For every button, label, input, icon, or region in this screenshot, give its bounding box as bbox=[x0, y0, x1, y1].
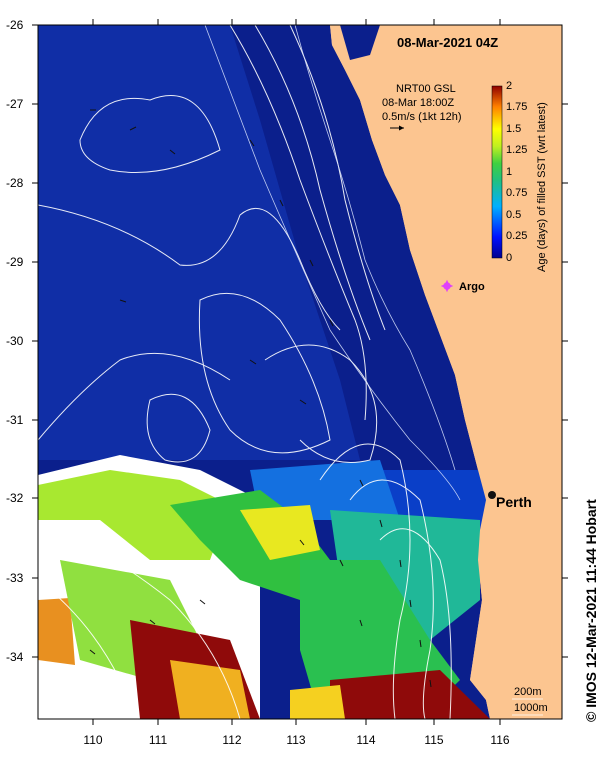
y-tick-label: -26 bbox=[6, 18, 24, 32]
age-field-darkred-2 bbox=[330, 670, 490, 719]
shark-bay-water bbox=[340, 25, 380, 60]
y-tick-label: -34 bbox=[6, 650, 24, 664]
timestamp-label: 08-Mar-2021 04Z bbox=[397, 35, 498, 50]
current-info-line1: NRT00 GSL bbox=[396, 83, 456, 95]
y-tick-label: -30 bbox=[6, 334, 24, 348]
perth-label: Perth bbox=[496, 494, 532, 510]
colorbar-ticks: 2 1.75 1.5 1.25 1 0.75 0.5 0.25 0 bbox=[506, 80, 527, 264]
argo-label: Argo bbox=[459, 281, 485, 293]
y-axis: -26 -27 -28 -29 -30 -31 -32 -33 -34 bbox=[6, 18, 568, 664]
ocean-shade bbox=[38, 25, 360, 460]
bathymetry-lines bbox=[204, 25, 461, 501]
y-tick-label: -31 bbox=[6, 413, 24, 427]
colorbar-tick: 0.25 bbox=[506, 230, 527, 242]
age-field-yellow-2 bbox=[290, 685, 345, 719]
colorbar-tick: 2 bbox=[506, 80, 512, 92]
age-field-gold bbox=[170, 660, 250, 719]
x-tick-label: 110 bbox=[83, 733, 102, 747]
x-tick-label: 111 bbox=[149, 733, 168, 747]
x-tick-label: 112 bbox=[222, 733, 241, 747]
y-tick-label: -28 bbox=[6, 176, 24, 190]
colorbar-tick: 0.5 bbox=[506, 209, 521, 221]
colorbar-title: Age (days) of filled SST (wrt latest) bbox=[536, 102, 548, 272]
colorbar-tick: 0 bbox=[506, 252, 512, 264]
scale-arrow-icon bbox=[390, 125, 404, 131]
y-tick-label: -27 bbox=[6, 97, 24, 111]
colorbar-tick: 0.75 bbox=[506, 187, 527, 199]
current-info-line2: 08-Mar 18:00Z bbox=[382, 97, 454, 109]
x-tick-label: 114 bbox=[356, 733, 375, 747]
colorbar-tick: 1.75 bbox=[506, 101, 527, 113]
depth-label-200m: 200m bbox=[514, 686, 542, 698]
y-tick-label: -32 bbox=[6, 491, 24, 505]
colorbar-tick: 1.5 bbox=[506, 123, 521, 135]
x-tick-label: 113 bbox=[286, 733, 305, 747]
argo-marker bbox=[440, 279, 454, 293]
x-axis: 110 111 112 113 114 115 116 bbox=[83, 19, 510, 747]
credit-label: © IMOS 12-Mar-2021 11:44 Hobart bbox=[583, 499, 599, 722]
depth-label-1000m: 1000m bbox=[514, 702, 548, 714]
y-tick-label: -29 bbox=[6, 255, 24, 269]
map-plot-area bbox=[38, 25, 562, 719]
current-arrows bbox=[89, 109, 432, 688]
colorbar bbox=[491, 85, 503, 259]
x-tick-label: 115 bbox=[424, 733, 443, 747]
colorbar-tick: 1 bbox=[506, 166, 512, 178]
colorbar-tick: 1.25 bbox=[506, 144, 527, 156]
land-overlay bbox=[330, 25, 562, 719]
y-tick-label: -33 bbox=[6, 571, 24, 585]
age-field-orange bbox=[38, 598, 75, 665]
coastal-band-2 bbox=[250, 460, 400, 520]
x-tick-label: 116 bbox=[490, 733, 509, 747]
age-field-yellow bbox=[240, 505, 320, 560]
plot-frame bbox=[37, 24, 563, 720]
current-info-line3: 0.5m/s (1kt 12h) bbox=[382, 111, 461, 123]
coastal-band bbox=[380, 470, 490, 530]
age-field-yellowgreen bbox=[38, 470, 230, 560]
perth-marker bbox=[488, 491, 496, 499]
current-contours bbox=[38, 25, 452, 719]
